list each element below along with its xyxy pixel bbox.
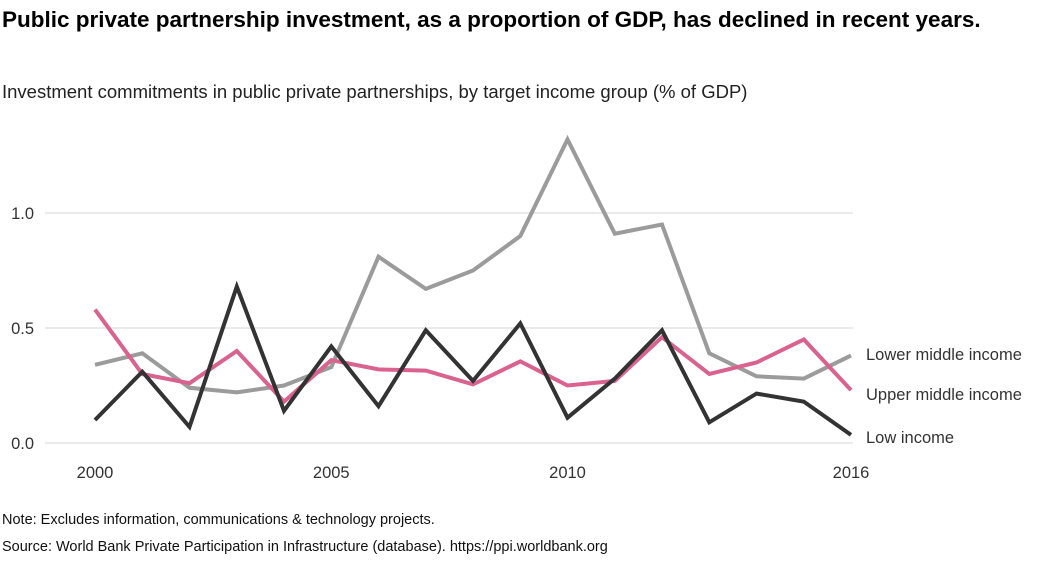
chart-title: Public private partnership investment, a… xyxy=(2,7,981,32)
series-line-lower-middle-income xyxy=(94,134,852,395)
chart-source: Source: World Bank Private Participation… xyxy=(2,539,608,555)
x-tick-label: 2010 xyxy=(549,464,586,482)
grid-layer xyxy=(45,212,853,444)
series-line-low-income xyxy=(93,280,853,437)
x-tick-label: 2000 xyxy=(77,464,114,482)
y-tick-labels: 0.0 0.5 1.0 xyxy=(11,205,34,453)
series-line-upper-middle-income xyxy=(93,308,853,405)
x-tick-label: 2016 xyxy=(833,464,870,482)
series-label-lower-middle-income: Lower middle income xyxy=(866,346,1022,364)
series-lines xyxy=(93,134,853,437)
x-tick-labels: 2000 2005 2010 2016 xyxy=(77,464,870,482)
y-tick-label: 0.5 xyxy=(11,320,34,338)
x-tick-label: 2005 xyxy=(313,464,350,482)
y-tick-label: 1.0 xyxy=(11,205,34,223)
series-label-upper-middle-income: Upper middle income xyxy=(866,386,1022,404)
chart-subtitle: Investment commitments in public private… xyxy=(2,81,748,102)
y-tick-label: 0.0 xyxy=(11,435,34,453)
series-label-low-income: Low income xyxy=(866,429,954,447)
chart-note: Note: Excludes information, communicatio… xyxy=(2,512,435,528)
series-labels: Lower middle income Upper middle income Lo… xyxy=(866,346,1022,447)
